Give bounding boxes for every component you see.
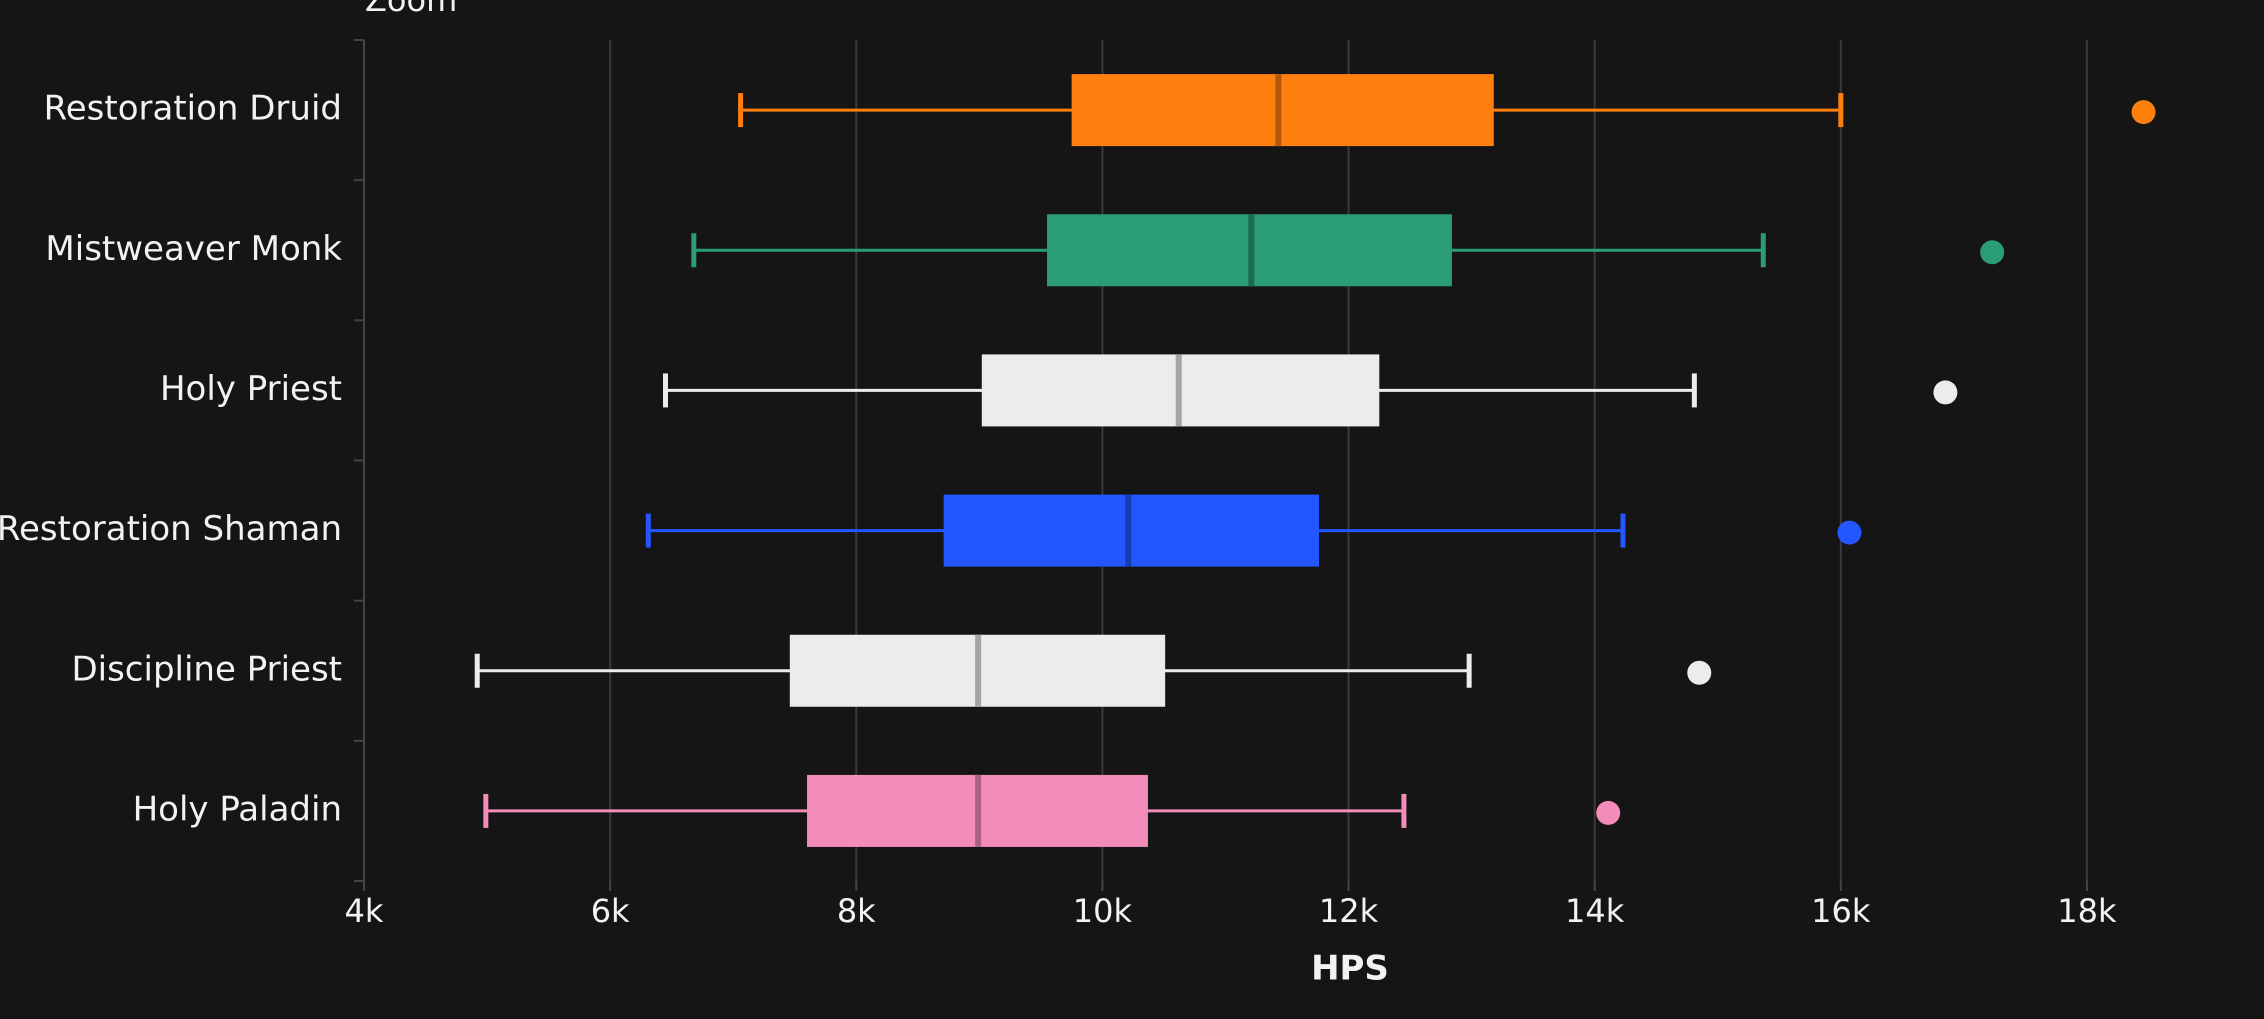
x-tick-label: 16k xyxy=(1811,892,1871,930)
box xyxy=(943,494,1319,567)
x-axis-label: HPS xyxy=(1311,949,1389,989)
x-tick-label: 14k xyxy=(1565,892,1625,930)
y-tick-label: Restoration Druid xyxy=(44,89,342,129)
outlier xyxy=(2131,100,2156,125)
x-tick-label: 4k xyxy=(345,892,384,930)
outlier xyxy=(1980,240,2005,265)
y-tick-label: Holy Priest xyxy=(160,369,342,409)
x-tick-label: 18k xyxy=(2057,892,2117,930)
outlier xyxy=(1596,800,1621,825)
y-tick-label: Discipline Priest xyxy=(71,649,342,689)
x-tick-label: 8k xyxy=(837,892,876,930)
x-tick-label: 6k xyxy=(591,892,630,930)
box xyxy=(1071,74,1494,147)
outlier xyxy=(1837,520,1862,545)
y-tick-label: Restoration Shaman xyxy=(0,509,342,549)
x-tick-label: 12k xyxy=(1319,892,1379,930)
x-tick-label: 10k xyxy=(1073,892,1133,930)
outlier xyxy=(1687,660,1712,685)
y-tick-label: Mistweaver Monk xyxy=(45,229,342,269)
outlier xyxy=(1933,380,1958,405)
zoom-label: Zoom xyxy=(365,0,457,19)
y-tick-label: Holy Paladin xyxy=(133,789,342,829)
